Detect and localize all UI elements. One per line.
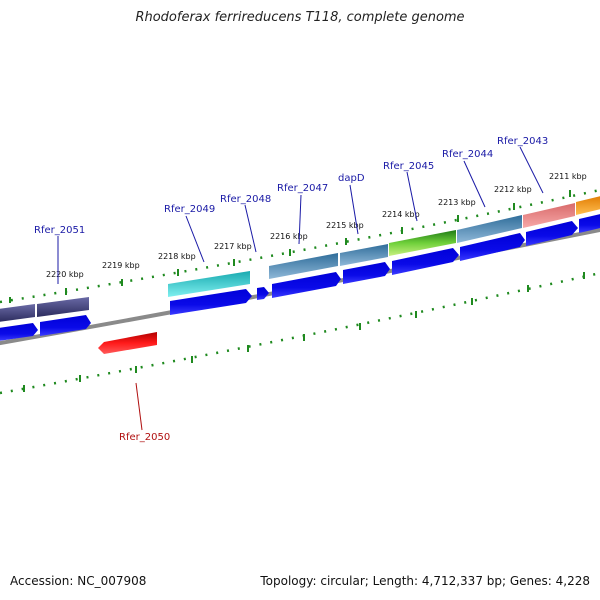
- leader-rfer-2044: [463, 160, 486, 208]
- gene-label-rfer-2051[interactable]: Rfer_2051: [34, 225, 85, 236]
- leader-rfer-2049: [185, 215, 205, 263]
- scale-labels: 2220 kbp 2219 kbp 2218 kbp 2217 kbp 2216…: [46, 172, 587, 279]
- leader-rfer-2045: [406, 171, 418, 222]
- scale-label: 2219 kbp: [102, 261, 140, 270]
- gene-bar-rfer-2049[interactable]: [168, 271, 250, 297]
- forward-gene-bars: [0, 195, 600, 322]
- scale-label: 2214 kbp: [382, 210, 420, 219]
- label-leaders: [57, 146, 544, 431]
- scale-label: 2216 kbp: [270, 232, 308, 241]
- gene-bar-dapd[interactable]: [340, 244, 388, 266]
- topology-text: Topology: circular; Length: 4,712,337 bp…: [260, 574, 590, 588]
- leader-rfer-2043: [519, 146, 544, 194]
- leader-rfer-2048: [244, 204, 257, 253]
- scale-label: 2213 kbp: [438, 198, 476, 207]
- forward-cds-arrows: [0, 213, 600, 341]
- inner-tick-dots: [0, 271, 600, 395]
- cds-arrow-rfer-2044[interactable]: [460, 233, 525, 261]
- scale-label: 2220 kbp: [46, 270, 84, 279]
- gene-labels: Rfer_2051 Rfer_2049 Rfer_2048 Rfer_2047 …: [34, 136, 548, 443]
- scale-label: 2218 kbp: [158, 252, 196, 261]
- cds-arrow-dapd[interactable]: [343, 262, 390, 284]
- gene-bar-rfer-2047[interactable]: [269, 253, 338, 279]
- gene-bar-rfer-2043[interactable]: [523, 203, 575, 228]
- cds-arrow-rfer-2051[interactable]: [40, 315, 91, 336]
- gene-label-rfer-2047[interactable]: Rfer_2047: [277, 183, 328, 194]
- scale-label: 2212 kbp: [494, 185, 532, 194]
- cds-arrow-rfer-2049[interactable]: [170, 289, 252, 315]
- cds-arrow-rfer-2045[interactable]: [392, 248, 459, 275]
- gene-bar-rfer-2051[interactable]: [37, 297, 89, 317]
- cds-arrow-rfer-2043[interactable]: [526, 221, 578, 246]
- cds-arrow-rfer-2050[interactable]: [98, 332, 157, 354]
- scale-label: 2217 kbp: [214, 242, 252, 251]
- gene-label-rfer-2044[interactable]: Rfer_2044: [442, 149, 493, 160]
- cds-arrow-rfer-2047[interactable]: [272, 272, 341, 298]
- gene-label-rfer-2043[interactable]: Rfer_2043: [497, 136, 548, 147]
- accession-text: Accession: NC_007908: [10, 574, 147, 588]
- gene-bar-orange[interactable]: [576, 195, 600, 215]
- gene-bar-navy[interactable]: [0, 304, 35, 322]
- scale-label: 2215 kbp: [326, 221, 364, 230]
- leader-dapd: [349, 184, 359, 235]
- leader-rfer-2050: [135, 382, 143, 431]
- cds-arrow[interactable]: [0, 323, 38, 341]
- cds-arrow[interactable]: [579, 213, 600, 233]
- leader-rfer-2047: [298, 194, 302, 245]
- gene-bar-rfer-2045[interactable]: [389, 230, 456, 256]
- gene-label-rfer-2049[interactable]: Rfer_2049: [164, 204, 215, 215]
- gene-bar-rfer-2044[interactable]: [457, 215, 522, 243]
- map-title: Rhodoferax ferrireducens T118, complete …: [135, 10, 465, 25]
- gene-label-rfer-2048[interactable]: Rfer_2048: [220, 194, 271, 205]
- gene-label-rfer-2050[interactable]: Rfer_2050: [119, 432, 170, 443]
- scale-label: 2211 kbp: [549, 172, 587, 181]
- gene-label-rfer-2045[interactable]: Rfer_2045: [383, 161, 434, 172]
- cds-arrow-rfer-2048[interactable]: [257, 287, 269, 300]
- gene-label-dapd[interactable]: dapD: [338, 173, 365, 184]
